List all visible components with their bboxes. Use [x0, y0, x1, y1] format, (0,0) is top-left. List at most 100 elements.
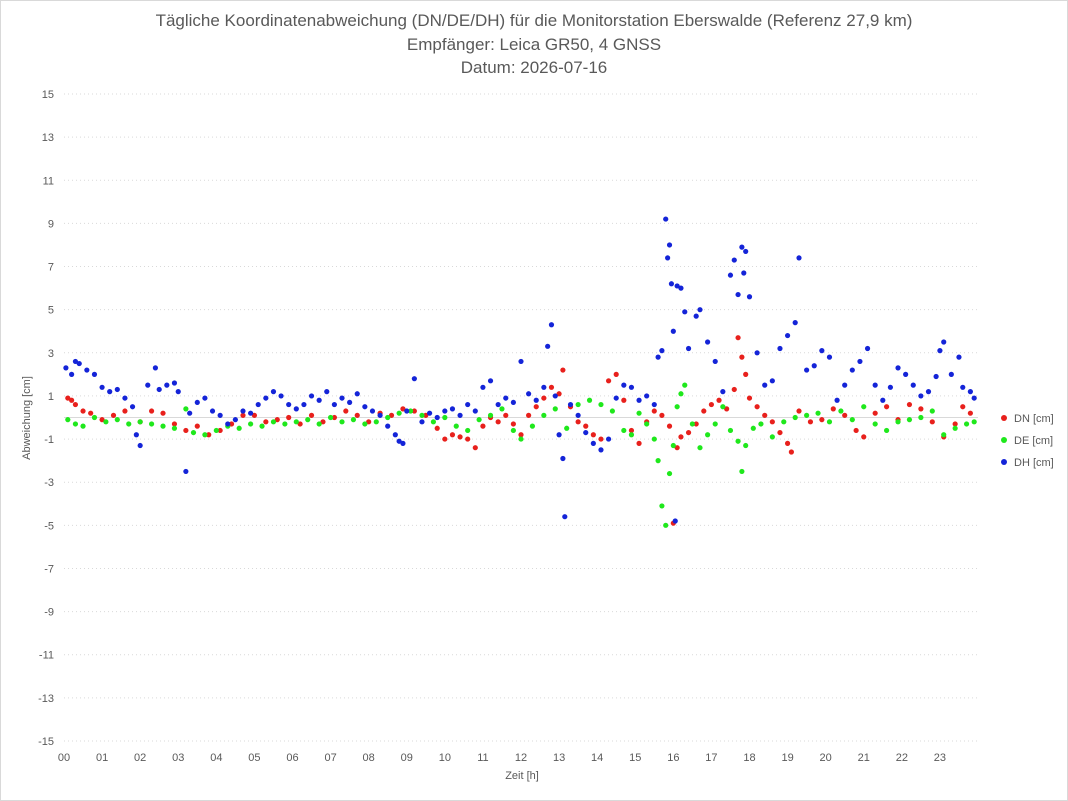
- dn-point: [575, 419, 581, 425]
- dh-point: [293, 406, 299, 412]
- dh-point: [248, 410, 254, 416]
- dh-point: [137, 442, 143, 449]
- dh-point: [895, 365, 901, 371]
- dn-point: [819, 417, 825, 423]
- x-tick-label: 13: [553, 752, 565, 764]
- dn-point: [605, 378, 612, 384]
- dn-point: [651, 408, 657, 414]
- de-point: [644, 421, 650, 427]
- de-point: [815, 410, 821, 416]
- y-tick-label: -1: [44, 434, 54, 446]
- dh-point: [705, 339, 711, 345]
- dh-point: [670, 328, 676, 334]
- dn-point: [872, 410, 878, 416]
- dh-point: [194, 399, 200, 406]
- dh-point: [518, 358, 524, 365]
- de-point: [659, 503, 665, 509]
- de-point: [849, 417, 855, 423]
- dh-point: [613, 395, 619, 401]
- de-point: [792, 414, 798, 421]
- dn-point: [503, 412, 509, 418]
- dh-point: [731, 257, 737, 263]
- de-point: [678, 391, 684, 397]
- dn-point: [72, 401, 79, 408]
- de-point: [362, 421, 368, 427]
- dh-point: [804, 367, 810, 373]
- dn-point: [274, 417, 280, 423]
- de-point: [727, 427, 734, 434]
- dh-point: [665, 255, 671, 261]
- de-point: [663, 522, 669, 528]
- dh-point: [792, 320, 798, 326]
- dn-point: [590, 432, 596, 438]
- dh-point: [434, 414, 440, 421]
- dh-point: [910, 382, 916, 388]
- x-tick-label: 14: [591, 752, 603, 764]
- legend-label-dh: DH [cm]: [1014, 457, 1054, 469]
- dn-point: [217, 427, 223, 434]
- dn-point: [636, 440, 642, 446]
- dn-point: [788, 449, 794, 455]
- de-point: [419, 412, 425, 418]
- de-point: [487, 412, 494, 418]
- de-point: [202, 432, 208, 438]
- dh-point: [187, 410, 193, 416]
- dh-point: [628, 384, 635, 390]
- de-point: [651, 436, 657, 442]
- dn-point: [556, 391, 562, 397]
- x-tick-label: 08: [363, 752, 375, 764]
- dn-point: [754, 404, 760, 410]
- dh-point: [636, 397, 642, 403]
- y-tick-label: 7: [48, 262, 54, 274]
- dh-point: [308, 393, 315, 399]
- de-point: [213, 427, 219, 434]
- dh-point: [270, 389, 277, 395]
- dh-point: [880, 397, 886, 403]
- de-point: [148, 421, 155, 427]
- dn-point: [442, 436, 448, 442]
- dh-point: [552, 393, 558, 399]
- de-point: [114, 417, 120, 423]
- x-tick-label: 00: [58, 752, 70, 764]
- dh-point: [941, 339, 947, 345]
- dn-point: [842, 412, 848, 418]
- dn-point: [735, 335, 741, 341]
- legend-label-dn: DN [cm]: [1014, 413, 1054, 425]
- de-point: [739, 468, 745, 475]
- dn-point: [743, 371, 749, 377]
- dn-point: [674, 445, 680, 451]
- de-point: [575, 401, 581, 408]
- x-tick-label: 10: [439, 752, 451, 764]
- dh-point: [465, 401, 471, 408]
- dh-point: [510, 399, 516, 406]
- dh-point: [777, 345, 783, 352]
- dh-point: [796, 255, 802, 261]
- de-point: [476, 417, 482, 423]
- dn-point: [952, 421, 958, 427]
- dn-point: [480, 423, 486, 429]
- de-point: [91, 414, 98, 421]
- dh-point: [91, 371, 98, 377]
- dn-point: [206, 432, 212, 438]
- de-point: [826, 419, 833, 425]
- de-point: [236, 425, 242, 431]
- dn-point: [65, 395, 71, 401]
- dn-point: [621, 397, 627, 403]
- dn-point: [148, 408, 155, 414]
- de-point: [103, 419, 109, 425]
- dh-point: [712, 358, 718, 365]
- dn-point: [762, 412, 768, 418]
- x-tick-label: 22: [896, 752, 908, 764]
- de-point: [259, 423, 265, 429]
- dh-point: [575, 412, 581, 418]
- de-point: [906, 417, 913, 423]
- dh-point: [651, 401, 657, 408]
- dh-point: [556, 432, 562, 438]
- dn-point: [518, 432, 524, 438]
- x-tick-label: 16: [667, 752, 679, 764]
- dh-point: [948, 371, 954, 377]
- dh-point: [682, 309, 688, 315]
- dh-point: [720, 389, 726, 395]
- dh-point: [209, 408, 216, 414]
- dh-point: [560, 455, 566, 462]
